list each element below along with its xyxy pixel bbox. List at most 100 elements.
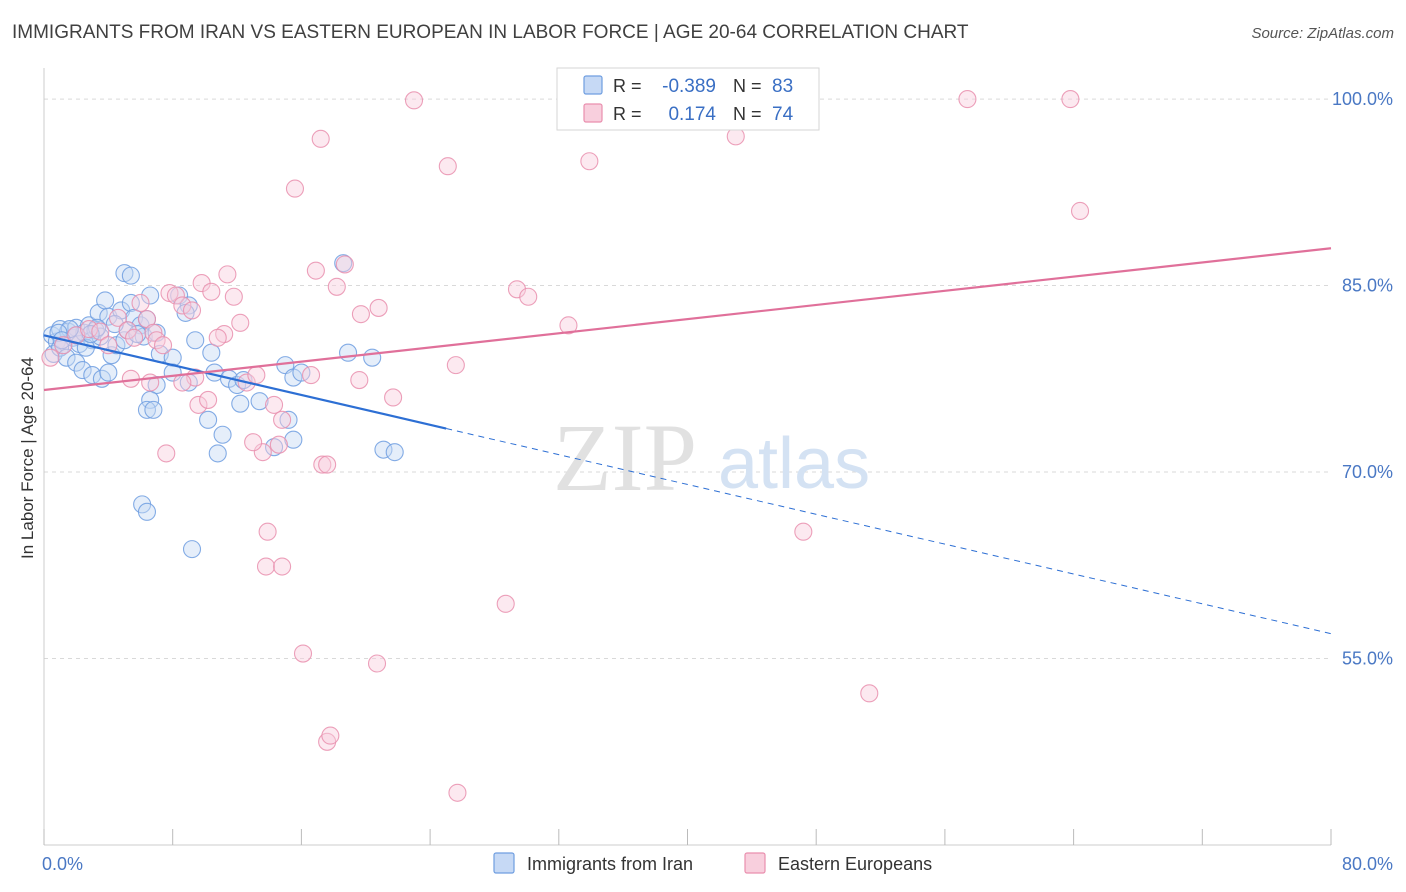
stats-r-value-eastern-europeans: 0.174 <box>668 104 716 125</box>
trend-lines <box>43 247 1332 635</box>
point-eastern-europeans-26 <box>189 395 208 414</box>
point-eastern-europeans-16 <box>173 296 192 315</box>
watermark: ZIP atlas <box>553 404 870 511</box>
point-eastern-europeans-34 <box>273 410 292 429</box>
x-tick-label-max: 80.0% <box>1342 854 1393 874</box>
point-iran-54 <box>199 410 218 429</box>
point-eastern-europeans-21 <box>224 287 243 306</box>
point-eastern-europeans-72 <box>1070 201 1090 221</box>
point-eastern-europeans-73 <box>446 356 465 375</box>
stats-swatch-iran <box>583 75 603 95</box>
stats-n-value-eastern-europeans: 74 <box>772 104 794 125</box>
point-iran-71 <box>137 502 157 521</box>
point-iran-59 <box>265 438 284 457</box>
point-eastern-europeans-50 <box>335 255 354 274</box>
point-eastern-europeans-41 <box>256 557 276 576</box>
point-eastern-europeans-7 <box>118 321 137 340</box>
point-eastern-europeans-6 <box>108 308 128 327</box>
point-eastern-europeans-13 <box>153 336 173 355</box>
stats-n-label-eastern-europeans: N = <box>733 104 762 124</box>
legend-label-eastern-europeans: Eastern Europeans <box>778 854 932 874</box>
point-eastern-europeans-58 <box>404 91 424 110</box>
point-iran-68 <box>374 440 393 459</box>
x-tick-label-min: 0.0% <box>42 854 83 874</box>
point-iran-64 <box>284 430 303 449</box>
point-eastern-europeans-62 <box>507 280 527 299</box>
trend-line-iran <box>43 334 447 430</box>
point-iran-57 <box>231 394 250 413</box>
stats-n-label-iran: N = <box>733 76 762 96</box>
point-eastern-europeans-69 <box>860 684 879 703</box>
point-eastern-europeans-19 <box>202 282 221 301</box>
legend-swatch-iran <box>493 852 515 874</box>
y-tick-label-3: 55.0% <box>1342 649 1393 669</box>
bottom-legend: Immigrants from Iran Eastern Europeans <box>493 852 932 874</box>
watermark-zip: ZIP <box>553 404 697 511</box>
legend-swatch-eastern-europeans <box>744 852 766 874</box>
point-eastern-europeans-65 <box>580 152 599 171</box>
point-eastern-europeans-24 <box>208 328 227 347</box>
point-eastern-europeans-40 <box>258 522 277 541</box>
point-eastern-europeans-15 <box>166 286 185 305</box>
point-iran-16 <box>67 353 86 372</box>
watermark-atlas: atlas <box>718 424 870 504</box>
point-eastern-europeans-22 <box>231 313 250 332</box>
y-tick-label-1: 85.0% <box>1342 276 1393 296</box>
point-eastern-europeans-49 <box>327 277 346 296</box>
stats-swatch-eastern-europeans <box>583 103 603 123</box>
chart-title: IMMIGRANTS FROM IRAN VS EASTERN EUROPEAN… <box>12 22 969 43</box>
point-eastern-europeans-20 <box>218 265 237 284</box>
legend-label-iran: Immigrants from Iran <box>527 854 693 874</box>
stats-legend: R = -0.389 N = 83 R = 0.174 N = 74 <box>556 67 820 131</box>
point-iran-67 <box>363 348 382 367</box>
point-iran-63 <box>279 410 298 429</box>
point-eastern-europeans-27 <box>199 390 218 409</box>
point-iran-66 <box>339 343 358 362</box>
point-eastern-europeans-64 <box>559 316 578 335</box>
trend-line-eastern-europeans <box>43 247 1332 392</box>
point-iran-17 <box>73 361 92 380</box>
point-eastern-europeans-54 <box>384 388 403 407</box>
point-iran-53 <box>144 400 163 419</box>
point-iran-36 <box>141 286 160 305</box>
point-eastern-europeans-42 <box>273 557 292 576</box>
point-iran-55 <box>213 425 232 444</box>
point-iran-72 <box>182 540 202 559</box>
point-eastern-europeans-59 <box>438 157 457 176</box>
y-tick-label-0: 100.0% <box>1332 89 1393 109</box>
point-eastern-europeans-9 <box>131 293 150 313</box>
point-eastern-europeans-39 <box>157 444 176 463</box>
point-iran-43 <box>186 331 205 350</box>
stats-r-label-eastern-europeans: R = <box>613 104 642 124</box>
point-eastern-europeans-53 <box>350 370 369 390</box>
chart-source: Source: ZipAtlas.com <box>1251 25 1394 42</box>
point-eastern-europeans-68 <box>794 522 813 541</box>
point-eastern-europeans-70 <box>958 90 977 109</box>
stats-n-value-iran: 83 <box>772 76 793 97</box>
point-eastern-europeans-8 <box>125 328 144 347</box>
point-iran-58 <box>250 392 269 411</box>
point-eastern-europeans-37 <box>269 435 288 454</box>
point-eastern-europeans-0 <box>41 348 60 367</box>
point-eastern-europeans-63 <box>519 287 538 306</box>
point-eastern-europeans-52 <box>369 298 388 317</box>
axes <box>43 68 1332 846</box>
y-tick-labels: 100.0% 85.0% 70.0% 55.0% <box>1332 89 1393 668</box>
y-tick-label-2: 70.0% <box>1342 462 1393 482</box>
point-eastern-europeans-4 <box>91 322 110 341</box>
point-eastern-europeans-33 <box>265 395 284 414</box>
point-eastern-europeans-48 <box>318 455 337 474</box>
point-eastern-europeans-38 <box>302 366 321 385</box>
point-eastern-europeans-71 <box>1061 90 1080 109</box>
point-iran-52 <box>137 400 157 419</box>
point-eastern-europeans-45 <box>321 726 340 745</box>
point-eastern-europeans-60 <box>448 783 467 802</box>
point-eastern-europeans-51 <box>351 305 370 324</box>
point-iran-35 <box>121 266 140 285</box>
point-eastern-europeans-46 <box>367 654 387 673</box>
point-eastern-europeans-32 <box>247 366 266 385</box>
point-iran-26 <box>96 291 115 310</box>
point-eastern-europeans-17 <box>182 301 202 320</box>
point-eastern-europeans-36 <box>244 433 263 452</box>
